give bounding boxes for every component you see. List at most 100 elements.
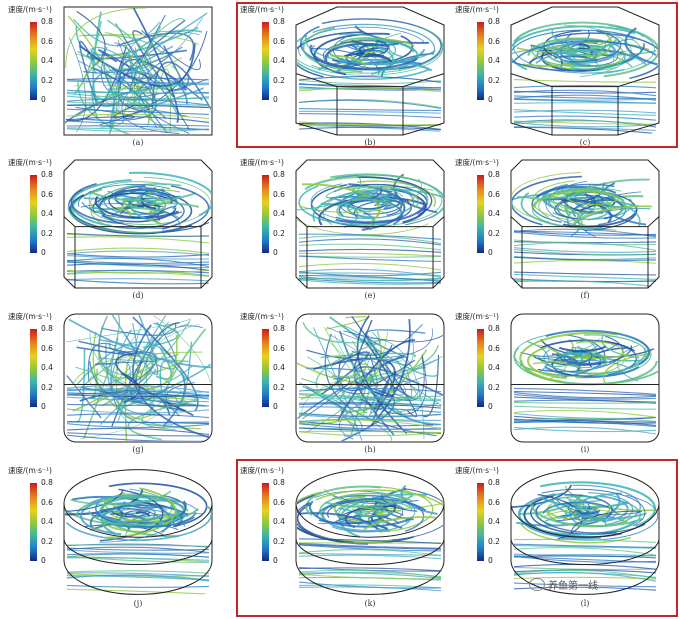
colorbar-tick: 0.2 [41,75,53,85]
colorbar-tick: 0.4 [488,56,500,65]
colorbar [30,22,37,100]
panel-caption: (e) [364,291,376,300]
panel-c: 速度/(m·s⁻¹) 0.8 0.6 0.4 0.2 0 (c) [455,4,670,154]
panel-f: 速度/(m·s⁻¹) 0.8 0.6 0.4 0.2 0 (f) [455,157,670,307]
colorbar-tick: 0 [488,248,493,257]
colorbar-tick: 0.6 [488,36,500,46]
tank-cylinder [63,469,213,595]
colorbar-tick: 0.6 [41,189,53,199]
panel-d: 速度/(m·s⁻¹) 0.8 0.6 0.4 0.2 0 (d) [8,157,223,307]
colorbar-tick: 0.2 [488,536,500,546]
colorbar-tick: 0 [41,556,46,565]
colorbar-tick: 0 [488,556,493,565]
colorbar-tick: 0.2 [488,382,500,392]
colorbar-title: 速度/(m·s⁻¹) [8,5,52,14]
panel-caption: (i) [580,445,590,454]
vortex-flow [513,329,658,435]
colorbar [262,175,269,253]
tank-chamfered-prism [510,159,660,289]
panel-g: 速度/(m·s⁻¹) 0.8 0.6 0.4 0.2 0 (g) [8,311,223,461]
vortex-flow [297,173,443,285]
colorbar-tick: 0.8 [41,17,53,26]
colorbar-tick: 0.6 [41,343,53,353]
vortex-flow [297,484,443,592]
panel-l: 速度/(m·s⁻¹) 0.8 0.6 0.4 0.2 0 (l) [455,465,670,615]
colorbar-tick: 0 [41,248,46,257]
panel-h: 速度/(m·s⁻¹) 0.8 0.6 0.4 0.2 0 (h) [240,311,455,461]
colorbar-tick: 0 [273,95,278,104]
panel-a: 速度/(m·s⁻¹) 0.8 0.6 0.4 0.2 0 (a) [8,4,223,154]
colorbar-tick: 0.8 [41,478,53,487]
colorbar-tick: 0.4 [41,363,53,372]
colorbar-tick: 0 [273,556,278,565]
colorbar-title: 速度/(m·s⁻¹) [240,5,284,14]
tank-rounded-box [63,313,213,443]
colorbar-title: 速度/(m·s⁻¹) [455,158,499,167]
colorbar [30,483,37,561]
colorbar-tick: 0.4 [488,363,500,372]
watermark-text: 养鱼第一线 [548,581,598,592]
colorbar [30,175,37,253]
colorbar [477,175,484,253]
colorbar-title: 速度/(m·s⁻¹) [455,466,499,475]
highlight-frame-top [236,2,678,148]
colorbar-title: 速度/(m·s⁻¹) [240,466,284,475]
panel-caption: (j) [133,599,143,608]
colorbar-title: 速度/(m·s⁻¹) [455,312,499,321]
panel-caption: (a) [132,138,144,147]
colorbar-tick: 0 [41,402,46,411]
colorbar-tick: 0.4 [488,517,500,526]
colorbar-tick: 0.2 [41,382,53,392]
chaotic-flow [297,315,443,441]
colorbar-tick: 0 [488,95,493,104]
colorbar-tick: 0.8 [41,324,53,333]
colorbar-tick: 0.6 [273,497,285,507]
colorbar-tick: 0.2 [41,536,53,546]
colorbar-tick: 0.6 [41,497,53,507]
colorbar-tick: 0.6 [488,497,500,507]
watermark: 养鱼第一线 [529,577,598,592]
colorbar-tick: 0.6 [273,189,285,199]
colorbar [262,22,269,100]
panel-caption: (b) [364,138,376,147]
colorbar-tick: 0.4 [273,517,285,526]
panel-caption: (c) [579,138,591,147]
colorbar-tick: 0.2 [488,75,500,85]
colorbar-tick: 0.6 [273,343,285,353]
tank-cylinder [295,469,445,595]
colorbar-title: 速度/(m·s⁻¹) [240,158,284,167]
panel-caption: (k) [364,599,376,608]
tank-octagon-prism [295,6,445,136]
colorbar-tick: 0.8 [273,478,285,487]
colorbar [30,329,37,407]
colorbar [262,329,269,407]
panel-caption: (g) [132,445,144,454]
colorbar-title: 速度/(m·s⁻¹) [8,466,52,475]
colorbar-tick: 0.8 [273,324,285,333]
colorbar-tick: 0.8 [488,478,500,487]
vortex-flow [297,18,443,132]
colorbar-tick: 0.2 [273,536,285,546]
panel-caption: (f) [580,291,590,300]
panel-k: 速度/(m·s⁻¹) 0.8 0.6 0.4 0.2 0 (k) [240,465,455,615]
panel-i: 速度/(m·s⁻¹) 0.8 0.6 0.4 0.2 0 (i) [455,311,670,461]
tank-rounded-box [295,313,445,443]
tank-octagon-prism [510,6,660,136]
colorbar [262,483,269,561]
colorbar-title: 速度/(m·s⁻¹) [455,5,499,14]
tank-square-box [63,6,213,136]
colorbar-tick: 0.2 [273,75,285,85]
colorbar-tick: 0.4 [273,209,285,218]
wechat-icon [529,578,545,591]
colorbar-tick: 0 [273,402,278,411]
tank-chamfered-prism [63,159,213,289]
colorbar-tick: 0.2 [41,228,53,238]
vortex-flow [512,481,658,591]
vortex-flow [512,172,657,287]
colorbar-tick: 0.8 [273,17,285,26]
colorbar-tick: 0.2 [273,382,285,392]
colorbar-tick: 0.2 [488,228,500,238]
colorbar [477,22,484,100]
colorbar-title: 速度/(m·s⁻¹) [8,312,52,321]
colorbar [477,483,484,561]
